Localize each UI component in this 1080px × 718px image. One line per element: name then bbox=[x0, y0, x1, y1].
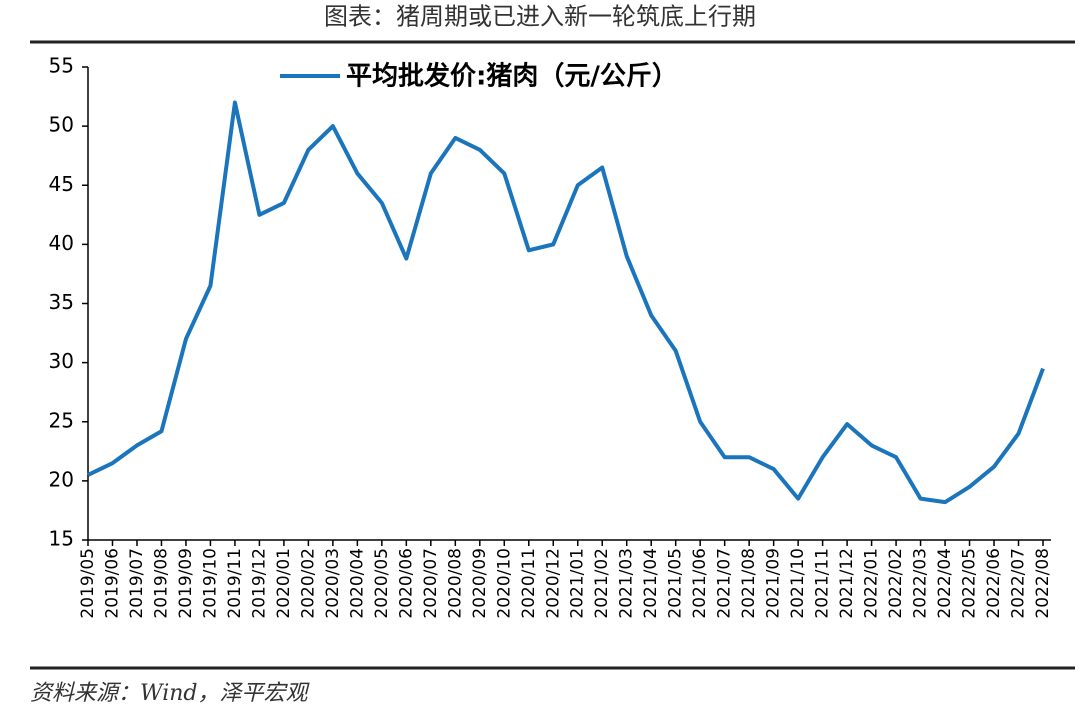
x-tick-label: 2019/07 bbox=[127, 548, 147, 619]
x-tick-label: 2020/10 bbox=[494, 548, 514, 619]
y-tick-label: 50 bbox=[49, 113, 74, 137]
x-tick-label: 2021/05 bbox=[666, 548, 686, 619]
x-tick-label: 2020/01 bbox=[274, 548, 294, 619]
x-tick-label: 2020/07 bbox=[421, 548, 441, 619]
x-tick-label: 2020/11 bbox=[519, 548, 539, 619]
data-line bbox=[87, 100, 1045, 505]
x-tick-label: 2019/12 bbox=[249, 548, 269, 619]
legend-label: 平均批发价:猪肉（元/公斤） bbox=[346, 61, 678, 92]
x-tick-label: 2019/11 bbox=[225, 548, 245, 619]
x-tick-label: 2022/01 bbox=[862, 548, 882, 619]
x-tick-label: 2019/09 bbox=[176, 548, 196, 619]
x-tick-label: 2021/12 bbox=[837, 548, 857, 619]
x-tick-label: 2019/05 bbox=[78, 548, 98, 619]
x-tick-label: 2022/03 bbox=[911, 548, 931, 619]
x-tick-label: 2021/04 bbox=[641, 548, 661, 619]
x-tick-label: 2020/12 bbox=[543, 548, 563, 619]
x-tick-label: 2021/11 bbox=[813, 548, 833, 619]
x-tick-label: 2020/05 bbox=[372, 548, 392, 619]
x-tick-label: 2020/06 bbox=[396, 548, 416, 619]
x-tick-label: 2021/01 bbox=[568, 548, 588, 619]
y-tick-label: 30 bbox=[49, 349, 74, 373]
x-tick-label: 2021/08 bbox=[739, 548, 759, 619]
x-tick-label: 2019/06 bbox=[102, 548, 122, 619]
x-tick-label: 2019/08 bbox=[151, 548, 171, 619]
y-tick-label: 35 bbox=[49, 290, 74, 314]
x-tick-label: 2021/07 bbox=[715, 548, 735, 619]
x-tick-label: 2021/09 bbox=[764, 548, 784, 619]
y-tick-label: 45 bbox=[49, 172, 74, 196]
x-tick-label: 2021/03 bbox=[617, 548, 637, 619]
x-tick-label: 2022/08 bbox=[1033, 548, 1053, 619]
y-tick-label: 40 bbox=[49, 231, 74, 255]
y-tick-label: 25 bbox=[49, 408, 74, 432]
x-tick-label: 2022/07 bbox=[1009, 548, 1029, 619]
x-tick-label: 2022/06 bbox=[984, 548, 1004, 619]
x-tick-label: 2020/08 bbox=[445, 548, 465, 619]
x-tick-label: 2020/02 bbox=[298, 548, 318, 619]
x-tick-label: 2020/04 bbox=[347, 548, 367, 619]
x-tick-label: 2022/02 bbox=[886, 548, 906, 619]
x-tick-label: 2021/02 bbox=[592, 548, 612, 619]
x-tick-label: 2019/10 bbox=[200, 548, 220, 619]
x-tick-label: 2020/09 bbox=[470, 548, 490, 619]
x-tick-label: 2021/06 bbox=[690, 548, 710, 619]
source: 资料来源：Wind，泽平宏观 bbox=[30, 681, 311, 706]
y-tick-label: 55 bbox=[49, 54, 74, 78]
y-tick-label: 15 bbox=[49, 527, 74, 551]
y-tick-label: 20 bbox=[49, 467, 74, 491]
x-tick-label: 2022/04 bbox=[935, 548, 955, 619]
x-tick-label: 2020/03 bbox=[323, 548, 343, 619]
x-tick-label: 2022/05 bbox=[960, 548, 980, 619]
x-tick-label: 2021/10 bbox=[788, 548, 808, 619]
chart-title: 图表：猪周期或已进入新一轮筑底上行期 bbox=[324, 3, 756, 31]
